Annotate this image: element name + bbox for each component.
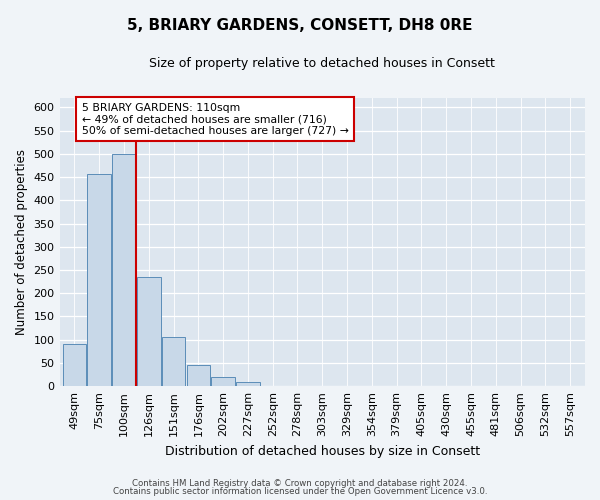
Text: 5, BRIARY GARDENS, CONSETT, DH8 0RE: 5, BRIARY GARDENS, CONSETT, DH8 0RE xyxy=(127,18,473,32)
X-axis label: Distribution of detached houses by size in Consett: Distribution of detached houses by size … xyxy=(165,444,480,458)
Bar xyxy=(236,382,260,386)
Title: Size of property relative to detached houses in Consett: Size of property relative to detached ho… xyxy=(149,58,495,70)
Text: Contains HM Land Registry data © Crown copyright and database right 2024.: Contains HM Land Registry data © Crown c… xyxy=(132,478,468,488)
Bar xyxy=(162,338,185,386)
Bar xyxy=(211,377,235,386)
Text: Contains public sector information licensed under the Open Government Licence v3: Contains public sector information licen… xyxy=(113,487,487,496)
Bar xyxy=(88,174,111,386)
Bar xyxy=(187,366,210,386)
Bar xyxy=(112,154,136,386)
Text: 5 BRIARY GARDENS: 110sqm
← 49% of detached houses are smaller (716)
50% of semi-: 5 BRIARY GARDENS: 110sqm ← 49% of detach… xyxy=(82,102,349,136)
Bar xyxy=(137,277,161,386)
Bar xyxy=(62,344,86,386)
Y-axis label: Number of detached properties: Number of detached properties xyxy=(15,149,28,335)
